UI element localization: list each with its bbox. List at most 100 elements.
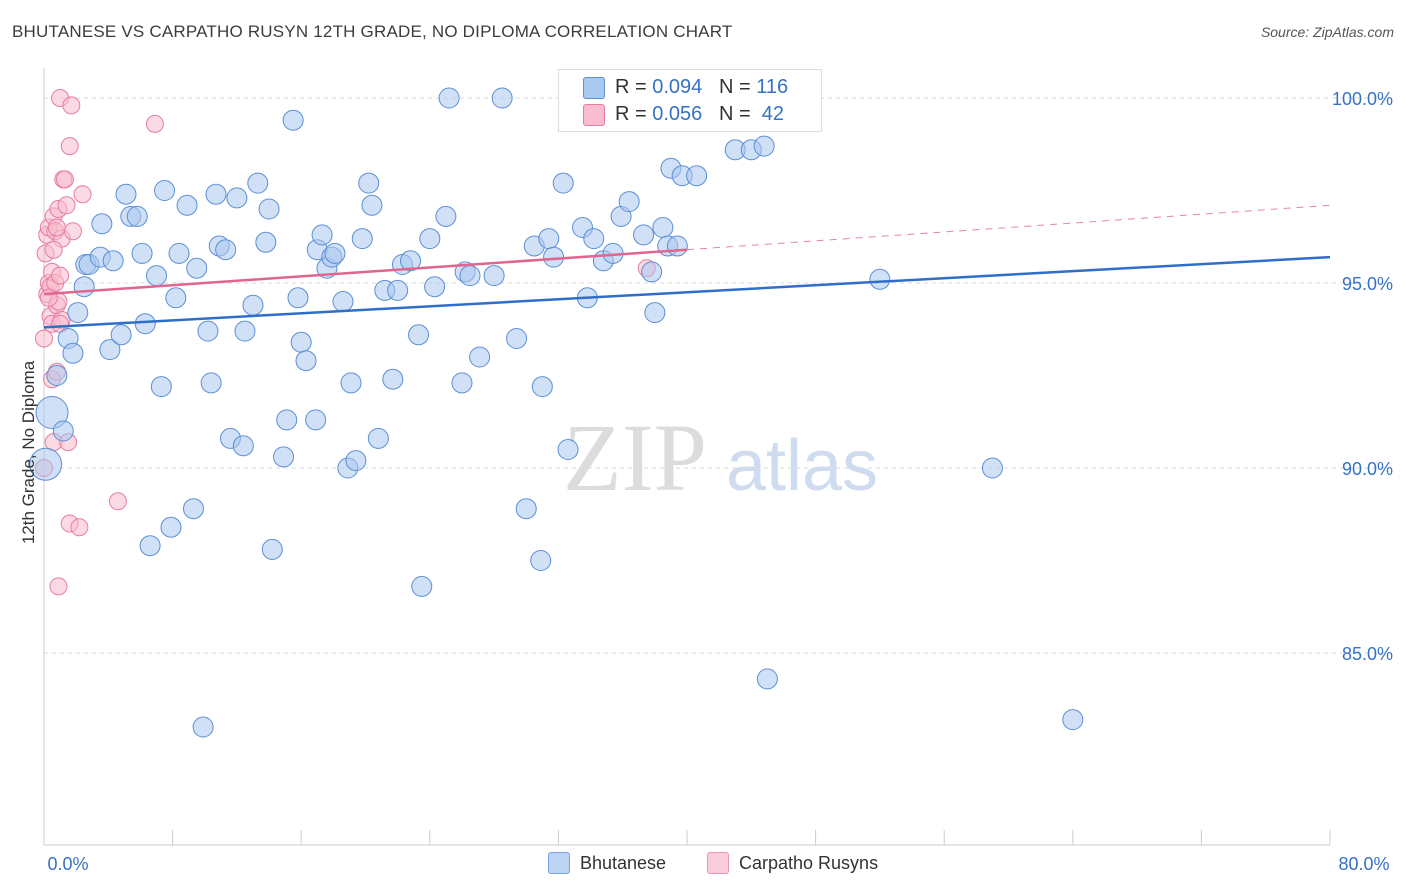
bhutanese-point <box>351 228 373 250</box>
bhutanese-point <box>753 135 775 157</box>
bhutanese-point <box>192 716 214 738</box>
bhutanese-point <box>438 87 460 109</box>
source-label: Source: ZipAtlas.com <box>1260 24 1394 40</box>
bhutanese-point <box>115 183 137 205</box>
bhutanese-point <box>126 205 148 227</box>
gridlines <box>44 97 1390 654</box>
bhutanese-point <box>150 376 172 398</box>
bhutanese-point <box>186 257 208 279</box>
bhutanese-point <box>686 165 708 187</box>
bhutanese-point <box>46 365 68 386</box>
bhutanese-point <box>506 328 528 349</box>
r-label: R = <box>615 102 647 125</box>
bhutanese-point <box>435 205 457 227</box>
bhutanese-point <box>215 239 237 261</box>
bhutanese-point <box>205 183 227 205</box>
bhutanese-point <box>358 172 380 194</box>
bhutanese-point <box>102 250 124 272</box>
bhutanese-point <box>345 450 367 472</box>
bhutanese-point <box>324 242 346 264</box>
bhutanese-point <box>247 172 269 194</box>
legend-swatch-carpatho-rusyns <box>707 852 729 874</box>
bhutanese-point <box>451 372 473 394</box>
bhutanese-point <box>258 198 280 220</box>
carpatho-rusyns-r-value: 0.056 <box>652 102 703 125</box>
carpatho-rusyns-n-value: 42 <box>756 102 785 125</box>
n-label: N = <box>718 75 751 98</box>
bhutanese-point <box>552 172 574 194</box>
legend-label-carpatho-rusyns: Carpatho Rusyns <box>739 852 879 873</box>
carpatho-rusyns-point <box>44 240 63 259</box>
x-tick-label: 80.0% <box>1338 854 1389 874</box>
bhutanese-point <box>424 276 446 298</box>
bhutanese-point <box>160 516 182 538</box>
carpatho-rusyns-point <box>73 185 92 204</box>
bhutanese-point <box>165 287 187 309</box>
carpatho-rusyns-point <box>108 492 127 511</box>
bhutanese-point <box>538 228 560 250</box>
bhutanese-point <box>29 447 63 481</box>
bhutanese-point <box>408 324 430 346</box>
bhutanese-point <box>530 550 552 571</box>
bhutanese-point <box>168 242 190 264</box>
bhutanese-point <box>290 331 312 353</box>
carpatho-rusyns-point <box>62 96 81 115</box>
carpatho-rusyns-point <box>145 114 164 133</box>
carpatho-rusyns-trend-line <box>43 248 688 296</box>
legend-label-bhutanese: Bhutanese <box>580 852 667 873</box>
bhutanese-point <box>226 187 248 209</box>
bhutanese-point <box>633 224 655 246</box>
carpatho-rusyns-swatch <box>583 104 605 126</box>
bhutanese-point <box>382 368 404 390</box>
bhutanese-point <box>652 217 674 238</box>
stats-legend: R = 0.094 N = 116 R = 0.056 N = 42 <box>558 69 822 132</box>
bhutanese-point <box>131 242 153 264</box>
bhutanese-trend-line <box>43 255 1331 329</box>
bhutanese-point <box>273 446 295 468</box>
y-tick-label: 85.0% <box>1342 644 1393 664</box>
y-tick-label: 100.0% <box>1332 89 1393 109</box>
watermark-atlas: atlas <box>726 426 878 506</box>
bhutanese-point <box>666 235 688 257</box>
carpatho-rusyns-point <box>55 170 74 189</box>
bhutanese-point <box>361 194 383 216</box>
legend-item-carpatho-rusyns[interactable]: Carpatho Rusyns <box>707 852 878 874</box>
bhutanese-point <box>387 279 409 301</box>
bhutanese-point <box>242 294 264 316</box>
bhutanese-point <box>139 535 161 557</box>
bhutanese-point <box>332 291 354 312</box>
axis-labels: 85.0% 90.0% 95.0% 100.0% 0.0% 80.0% 12th Grade… <box>19 89 1393 874</box>
bhutanese-point <box>197 320 219 342</box>
bhutanese-points <box>29 87 1084 738</box>
bhutanese-point <box>99 339 121 361</box>
carpatho-rusyns-trend-extension <box>686 204 1331 251</box>
bhutanese-point <box>340 372 362 394</box>
bhutanese-point <box>276 409 298 431</box>
r-label: R = <box>615 75 647 98</box>
bottom-legend: Bhutanese Carpatho Rusyns <box>0 852 1406 878</box>
bhutanese-point <box>287 287 309 309</box>
carpatho-rusyns-point <box>35 329 53 348</box>
bhutanese-point <box>182 498 204 520</box>
y-axis-title: 12th Grade, No Diploma <box>19 360 38 544</box>
legend-item-bhutanese[interactable]: Bhutanese <box>548 852 666 874</box>
bhutanese-point <box>469 346 491 368</box>
bhutanese-point <box>52 420 74 442</box>
bhutanese-point <box>411 575 433 597</box>
bhutanese-point <box>73 276 95 298</box>
bhutanese-point <box>641 261 663 283</box>
carpatho-rusyns-point <box>49 577 68 596</box>
bhutanese-point <box>255 231 277 253</box>
carpatho-rusyns-point <box>63 222 82 241</box>
watermark-zip: ZIP <box>563 404 707 511</box>
bhutanese-point <box>869 268 891 290</box>
chart-title: BHUTANESE VS CARPATHO RUSYN 12TH GRADE, … <box>12 22 733 41</box>
bhutanese-point <box>557 439 579 460</box>
bhutanese-point <box>176 194 198 216</box>
bhutanese-point <box>200 372 222 394</box>
bhutanese-point <box>91 213 113 235</box>
carpatho-rusyns-point <box>60 137 79 156</box>
carpatho-rusyns-point <box>51 266 70 285</box>
bhutanese-point <box>134 313 156 335</box>
